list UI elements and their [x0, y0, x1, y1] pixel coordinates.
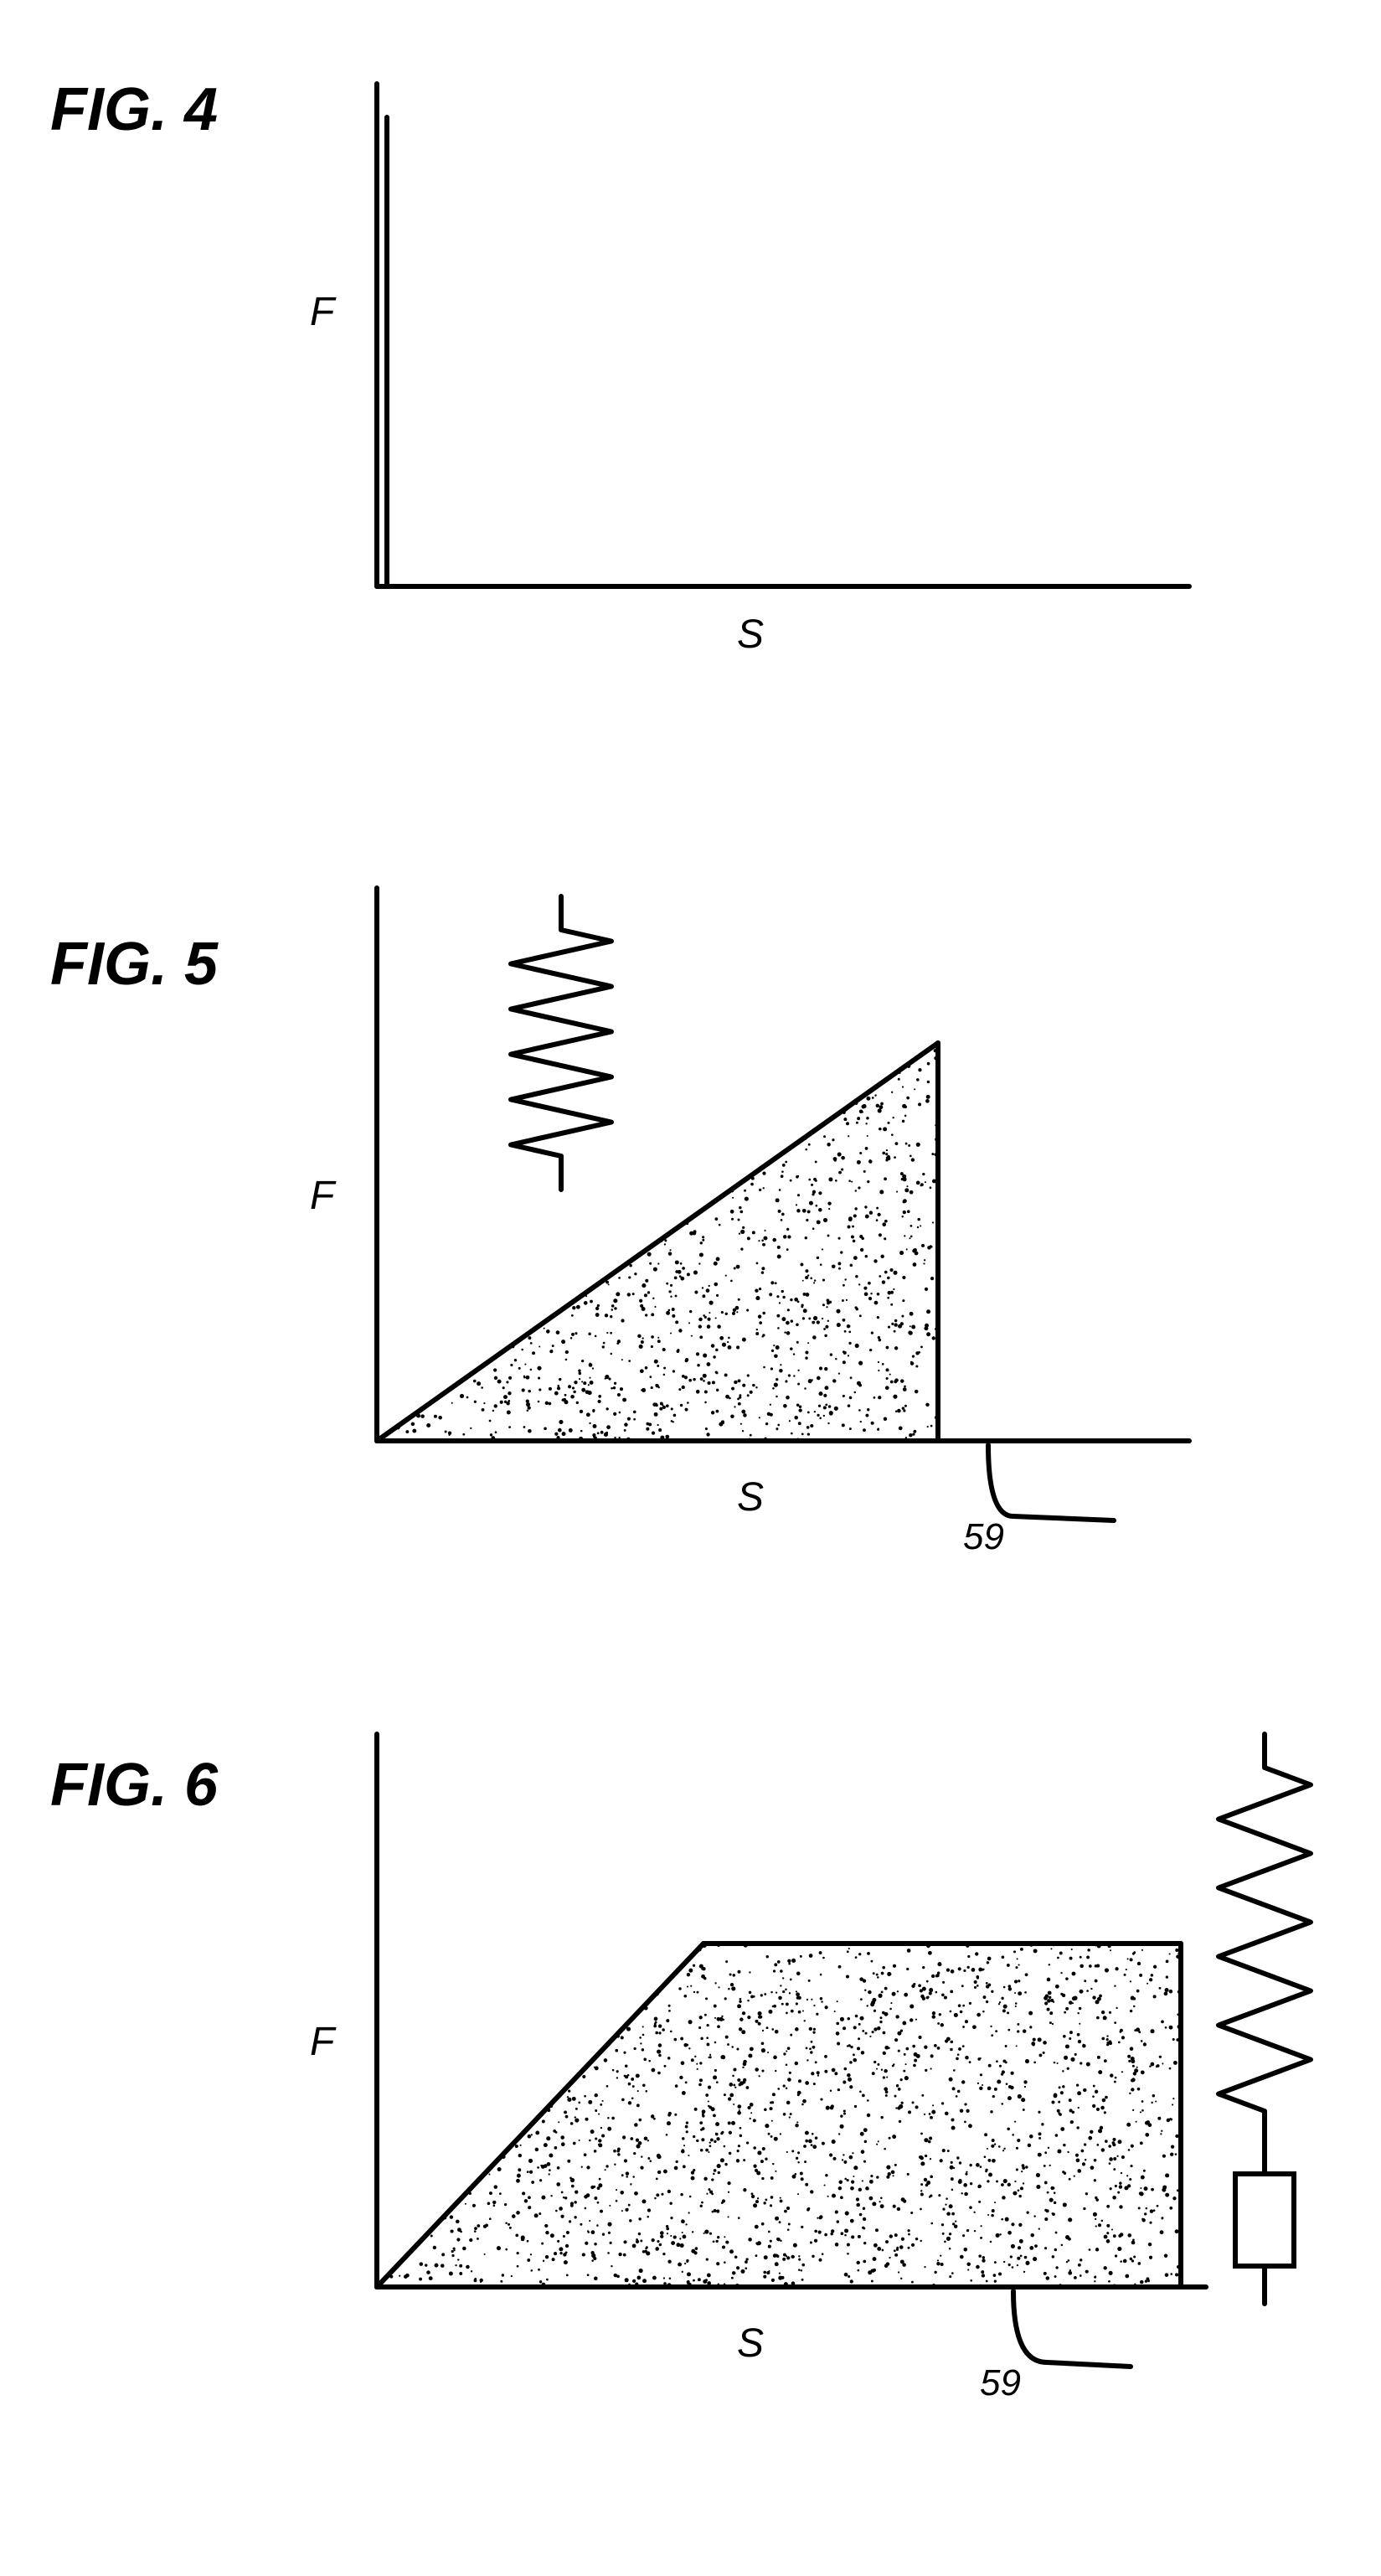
fig5-F: F: [310, 1173, 334, 1219]
fig4-label: FIG. 4: [50, 75, 218, 144]
fig4-chart: [352, 67, 1231, 620]
page: FIG. 4 FIG. 5 FIG. 6 F S F S F S 59 59: [0, 0, 1381, 2576]
fig5-chart: [352, 871, 1231, 1558]
fig6-F: F: [310, 2019, 334, 2065]
fig6-chart: [352, 1717, 1340, 2404]
fig5-label: FIG. 5: [50, 930, 218, 999]
fig6-label: FIG. 6: [50, 1751, 218, 1820]
fig4-F: F: [310, 289, 334, 335]
